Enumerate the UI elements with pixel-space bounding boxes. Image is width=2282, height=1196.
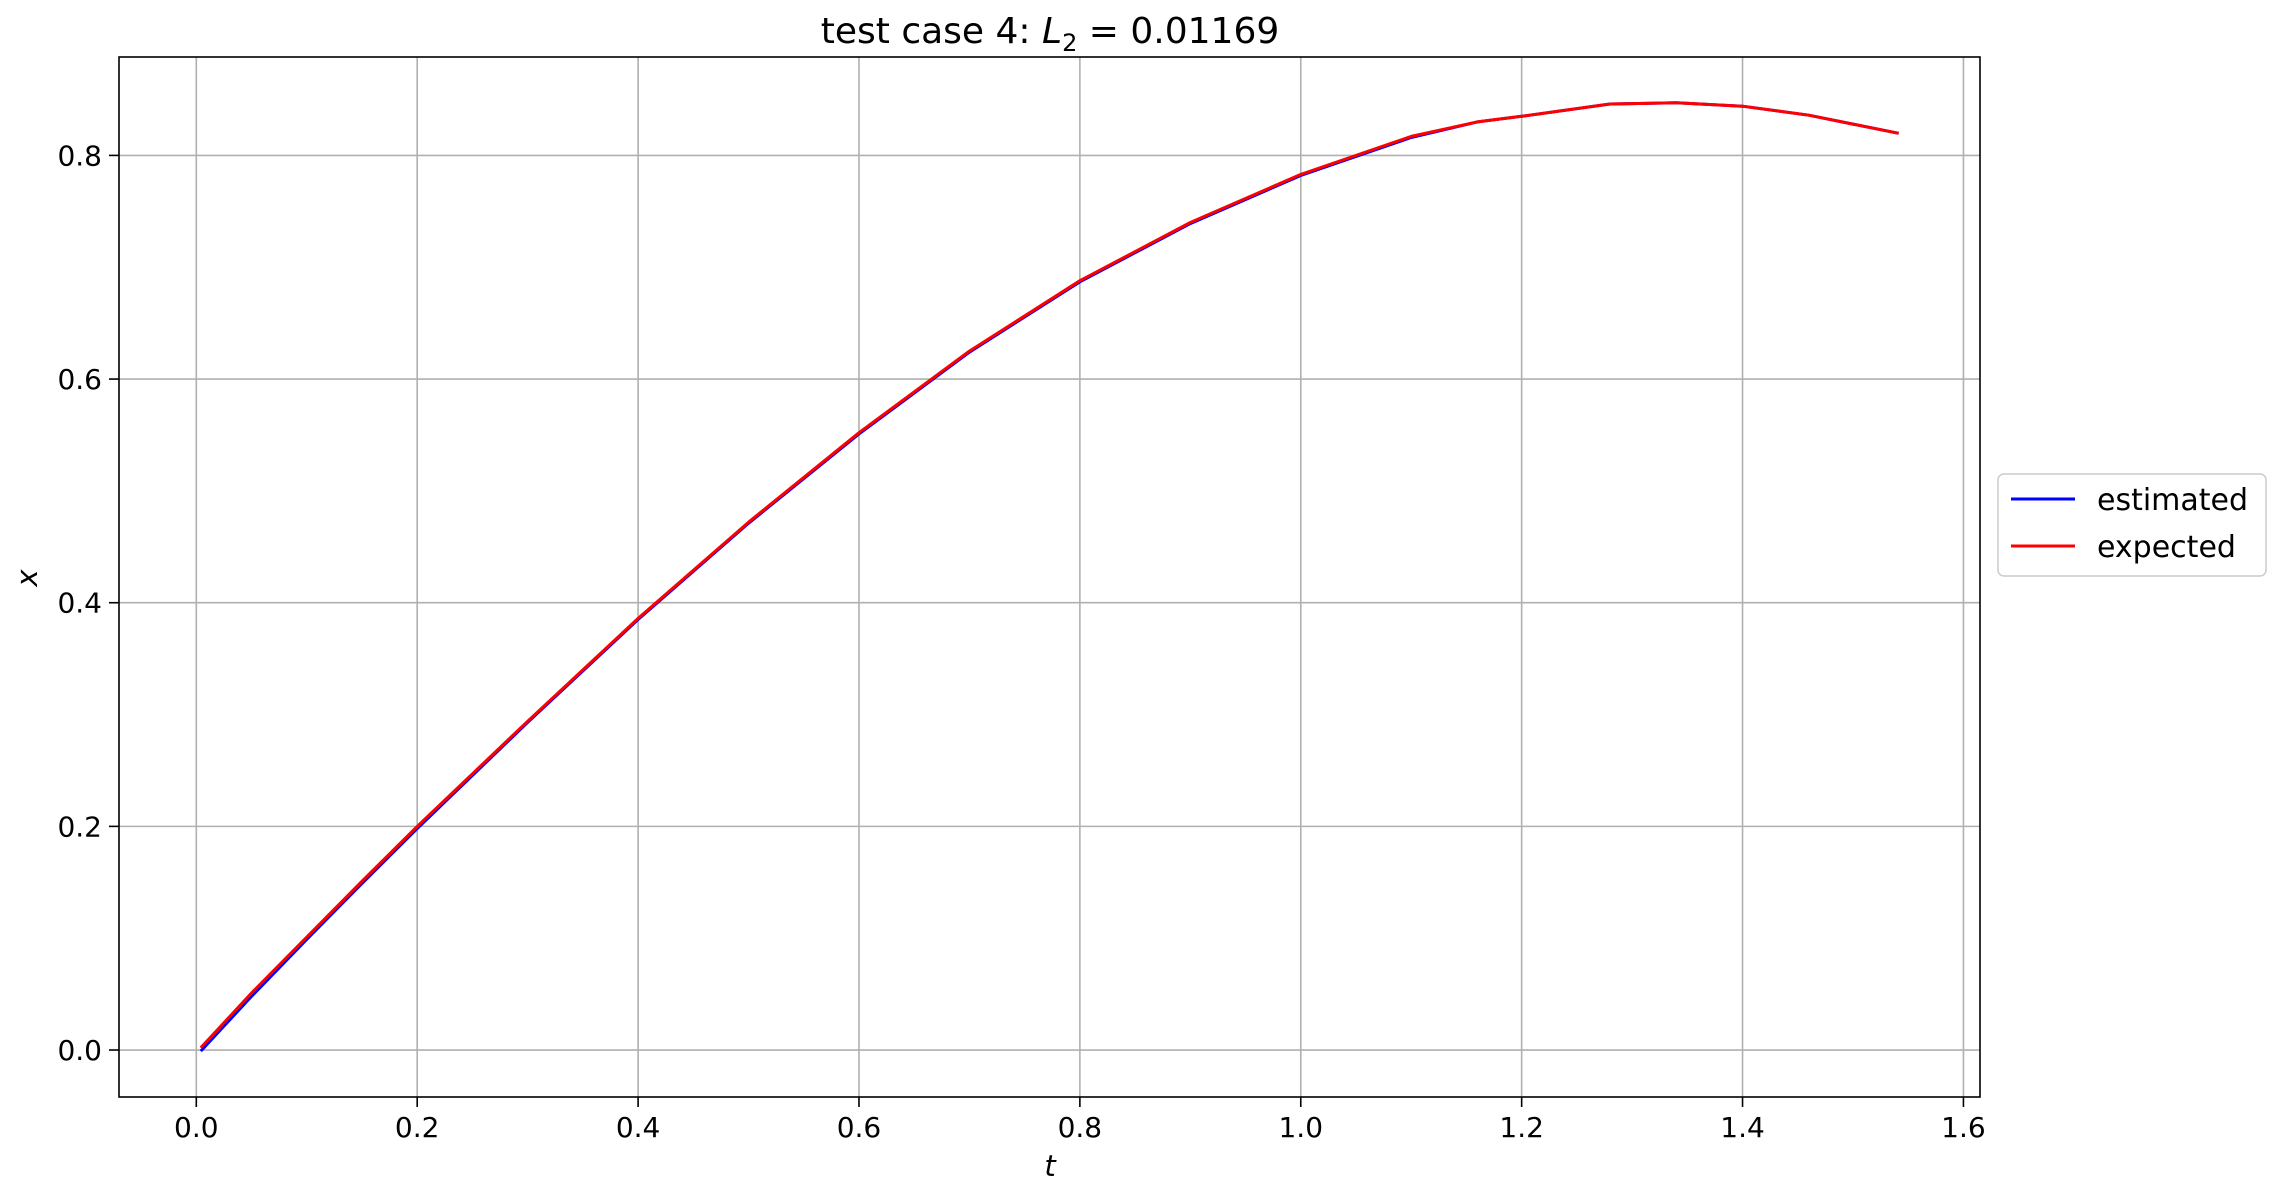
title-symbol: L — [1042, 11, 1062, 52]
title-suffix: = 0.01169 — [1077, 11, 1279, 52]
x-tick-label: 0.0 — [174, 1111, 219, 1144]
y-tick-label: 0.6 — [57, 363, 102, 396]
y-tick-label: 0.8 — [57, 139, 102, 172]
legend-label-expected: expected — [2097, 530, 2236, 565]
y-axis: 0.0 0.2 0.4 0.6 0.8 — [57, 139, 119, 1067]
title-prefix: test case 4: — [821, 11, 1042, 52]
x-tick-label: 0.8 — [1058, 1111, 1103, 1144]
y-tick-label: 0.4 — [57, 587, 102, 620]
y-tick-label: 0.0 — [57, 1034, 102, 1067]
series-line-expected — [199, 101, 1899, 1049]
title-subscript: 2 — [1062, 29, 1077, 57]
plot-frame — [118, 56, 1981, 1098]
x-tick-label: 0.6 — [837, 1111, 882, 1144]
x-axis: 0.0 0.2 0.4 0.6 0.8 1.0 1.2 1.4 1.6 — [174, 1097, 1986, 1144]
x-tick-label: 1.2 — [1499, 1111, 1544, 1144]
x-tick-label: 1.0 — [1278, 1111, 1323, 1144]
grid — [119, 57, 1980, 1097]
x-tick-label: 1.6 — [1941, 1111, 1986, 1144]
x-tick-label: 0.4 — [616, 1111, 661, 1144]
x-axis-label: t — [1044, 1149, 1057, 1183]
y-axis-label: x — [10, 569, 44, 588]
series-lines — [199, 101, 1899, 1053]
x-tick-label: 1.4 — [1720, 1111, 1765, 1144]
y-tick-label: 0.2 — [57, 810, 102, 843]
x-tick-label: 0.2 — [395, 1111, 440, 1144]
chart-title: test case 4: L2 = 0.01169 — [821, 11, 1280, 57]
legend-label-estimated: estimated — [2097, 483, 2248, 518]
legend: estimated expected — [1997, 473, 2267, 577]
